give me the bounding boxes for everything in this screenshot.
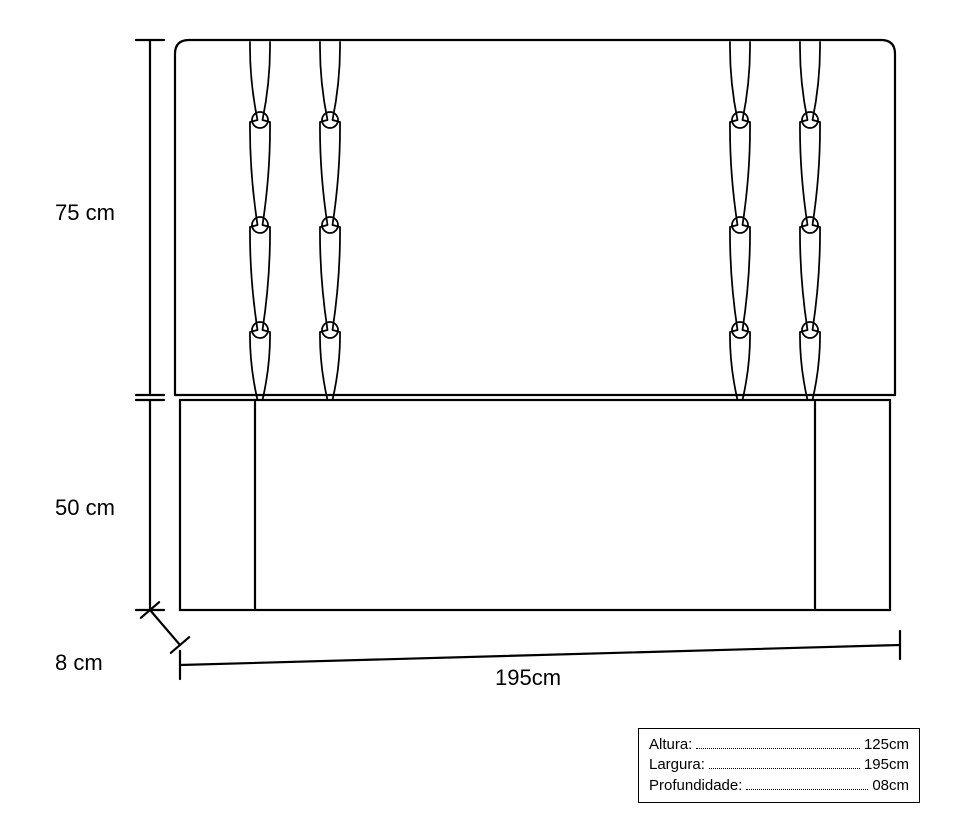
- dimensions-legend: Altura: 125cm Largura: 195cm Profundidade: 08…: [638, 728, 920, 803]
- dim-label-width: 195cm: [495, 665, 561, 691]
- headboard-drawing: [0, 0, 960, 830]
- legend-row: Profundidade: 08cm: [649, 776, 909, 796]
- legend-dots: [709, 756, 860, 769]
- dim-label-depth: 8 cm: [55, 650, 103, 676]
- diagram-stage: 75 cm 50 cm 8 cm 195cm Altura:125cmLargu…: [0, 0, 960, 830]
- legend-key: Largura:: [649, 755, 705, 775]
- legend-value: 195cm: [864, 755, 909, 775]
- legend-value: 08cm: [872, 776, 909, 796]
- legend-value: 125cm: [864, 735, 909, 755]
- legend-row: Largura: 195cm: [649, 755, 909, 775]
- legend-key: Altura:: [649, 735, 692, 755]
- legend-dots: [696, 736, 860, 749]
- legend-key: Profundidade:: [649, 776, 742, 796]
- legend-dots: [746, 777, 868, 790]
- legend-row: Altura: 125cm: [649, 735, 909, 755]
- dim-label-lower-height: 50 cm: [55, 495, 115, 521]
- dim-label-upper-height: 75 cm: [55, 200, 115, 226]
